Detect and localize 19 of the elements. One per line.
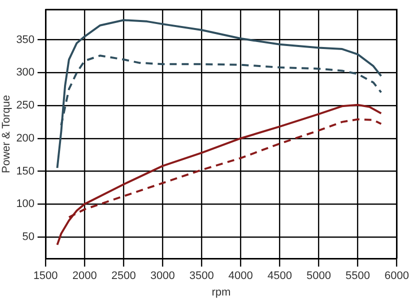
- x-tick-label: 3000: [150, 270, 175, 282]
- y-tick-label: 50: [22, 230, 35, 243]
- y-tick-label: 200: [16, 132, 35, 144]
- x-tick-label: 2000: [72, 270, 97, 282]
- x-tick-label: 4500: [267, 270, 292, 282]
- x-tick-label: 1500: [33, 270, 58, 282]
- x-tick-label: 6000: [384, 270, 410, 282]
- y-tick-label: 250: [16, 100, 35, 112]
- y-tick-label: 150: [16, 165, 35, 178]
- x-tick-label: 5000: [306, 270, 331, 282]
- x-axis-title: rpm: [212, 286, 231, 298]
- x-tick-label: 3500: [189, 270, 214, 282]
- y-axis-title: Power & Torque: [0, 95, 13, 174]
- x-tick-label: 4000: [228, 270, 253, 282]
- y-tick-label: 300: [16, 66, 35, 79]
- y-tick-label: 100: [16, 198, 35, 210]
- y-tick-label: 350: [16, 34, 35, 46]
- x-tick-label: 5500: [346, 270, 370, 282]
- x-tick-label: 2500: [111, 270, 136, 282]
